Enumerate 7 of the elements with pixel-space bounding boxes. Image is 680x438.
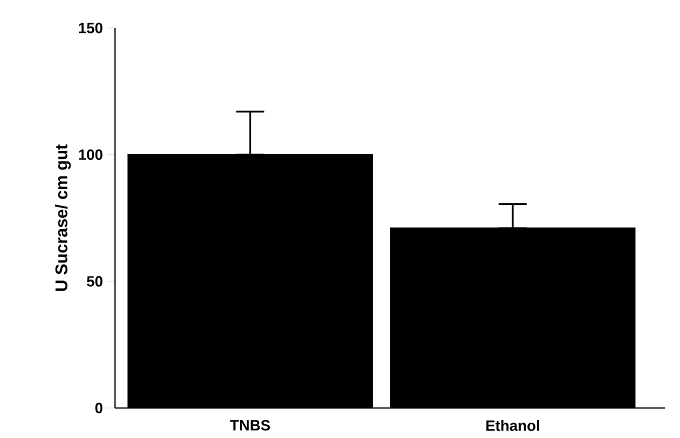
y-tick-label: 50 [86,276,102,287]
y-tick-label: 0 [95,402,102,414]
x-tick-label: TNBS [230,420,270,431]
y-axis-title: U Sucrase/ cm gut [54,144,71,291]
x-tick-label: Ethanol [486,420,540,431]
y-tick-label: 100 [79,149,102,160]
y-tick-label: 150 [79,22,102,34]
